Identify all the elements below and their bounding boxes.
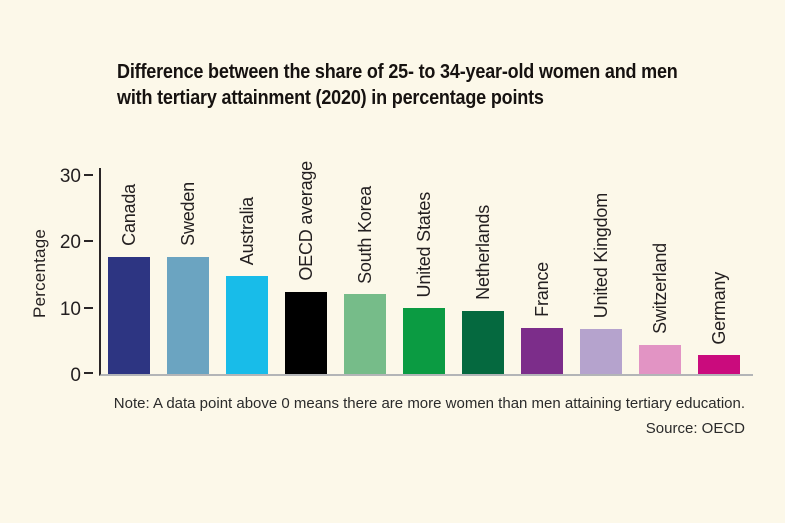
bar-germany	[698, 355, 740, 374]
plot-area: 0 10 20 30 Canada Sweden Australia OECD average…	[60, 161, 753, 386]
bar-label-australia: Australia	[237, 196, 257, 265]
bar-label-united-kingdom: United Kingdom	[591, 192, 611, 318]
bar-switzerland	[639, 344, 681, 374]
bar-canada	[108, 256, 150, 374]
bar-united-states	[403, 308, 445, 374]
bar-netherlands	[462, 311, 504, 374]
bar-label-france: France	[532, 262, 552, 318]
bar-label-germany: Germany	[709, 271, 729, 345]
bar-south-korea	[344, 294, 386, 374]
bar-label-south-korea: South Korea	[355, 185, 375, 284]
chart-title-line1: Difference between the share of 25- to 3…	[117, 61, 678, 83]
bar-france	[521, 328, 563, 374]
chart-title-line2: with tertiary attainment (2020) in perce…	[117, 87, 544, 109]
bar-sweden	[167, 257, 209, 374]
bar-australia	[226, 275, 268, 374]
y-tick-label-30: 30	[59, 166, 81, 188]
source-credit: Source: OECD	[645, 420, 745, 437]
y-tick-mark-20	[84, 240, 93, 243]
bar-label-canada: Canada	[119, 183, 139, 246]
y-tick-label-10: 10	[59, 298, 81, 320]
bar-label-oecd-average: OECD average	[296, 161, 316, 281]
bar-label-netherlands: Netherlands	[473, 205, 493, 300]
bar-united-kingdom	[580, 328, 622, 374]
y-tick-label-0: 0	[70, 365, 81, 386]
bar-label-sweden: Sweden	[178, 182, 198, 247]
bar-oecd-average	[285, 291, 327, 374]
y-tick-mark-0	[84, 372, 93, 374]
footnote: Note: A data point above 0 means there a…	[113, 395, 745, 412]
bar-label-switzerland: Switzerland	[650, 242, 670, 334]
chart-title: Difference between the share of 25- to 3…	[117, 59, 678, 111]
y-tick-mark-10	[84, 306, 93, 309]
bar-label-united-states: United States	[414, 191, 434, 298]
y-tick-mark-30	[84, 174, 93, 177]
y-tick-label-20: 20	[59, 232, 81, 254]
